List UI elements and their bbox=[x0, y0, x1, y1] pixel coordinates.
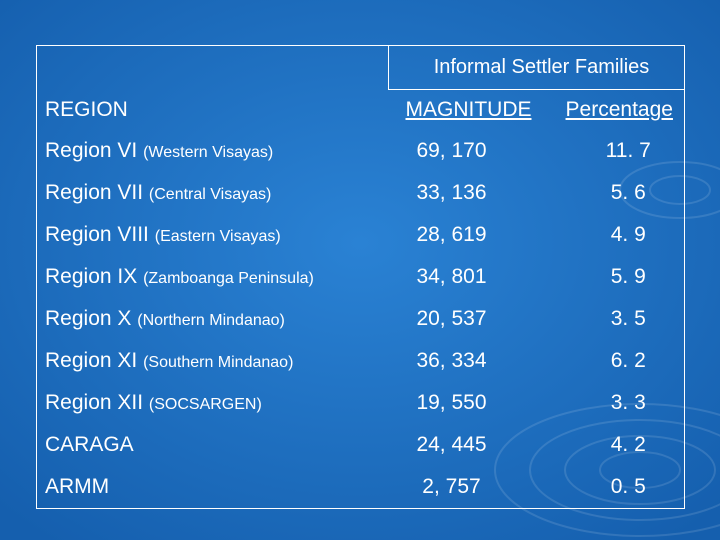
percentage-cell: 5. 6 bbox=[548, 172, 685, 214]
percentage-cell: 3. 5 bbox=[548, 298, 685, 340]
region-detail: (SOCSARGEN) bbox=[148, 396, 262, 413]
region-cell: Region VIII (Eastern Visayas) bbox=[36, 214, 389, 256]
group-header-row: Informal Settler Families bbox=[36, 45, 685, 90]
magnitude-cell: 33, 136 bbox=[416, 181, 487, 204]
settler-families-table: Informal Settler Families REGION MAGNITU… bbox=[36, 45, 685, 509]
region-name: ARMM bbox=[45, 475, 110, 498]
region-cell: ARMM bbox=[36, 466, 389, 509]
percentage-cell: 3. 3 bbox=[548, 382, 685, 424]
region-detail: (Northern Mindanao) bbox=[137, 312, 285, 329]
region-cell: Region XII (SOCSARGEN) bbox=[36, 382, 389, 424]
magnitude-cell: 19, 550 bbox=[416, 391, 487, 414]
table-row: CARAGA 24, 445 4. 2 bbox=[36, 424, 685, 466]
percentage-header: Percentage bbox=[548, 89, 685, 130]
table-row: ARMM 2, 757 0. 5 bbox=[36, 466, 685, 509]
region-detail: (Western Visayas) bbox=[143, 144, 274, 161]
region-cell: Region IX (Zamboanga Peninsula) bbox=[36, 256, 389, 298]
magnitude-cell: 36, 334 bbox=[416, 349, 487, 372]
percentage-cell: 4. 2 bbox=[548, 424, 685, 466]
table-row: Region VII (Central Visayas) 33, 136 5. … bbox=[36, 172, 685, 214]
region-cell: CARAGA bbox=[36, 424, 389, 466]
blank-header-cell bbox=[36, 45, 389, 90]
region-name: CARAGA bbox=[45, 433, 134, 456]
region-cell: Region VII (Central Visayas) bbox=[36, 172, 389, 214]
region-cell: Region VI (Western Visayas) bbox=[36, 130, 389, 172]
region-detail: (Zamboanga Peninsula) bbox=[143, 270, 314, 287]
percentage-cell: 4. 9 bbox=[548, 214, 685, 256]
region-header: REGION bbox=[36, 89, 389, 130]
region-name: Region IX bbox=[45, 265, 138, 288]
region-cell: Region X (Northern Mindanao) bbox=[36, 298, 389, 340]
group-header: Informal Settler Families bbox=[388, 45, 685, 90]
region-name: Region X bbox=[45, 307, 132, 330]
table-row: Region VIII (Eastern Visayas) 28, 619 4.… bbox=[36, 214, 685, 256]
magnitude-cell: 34, 801 bbox=[416, 265, 487, 288]
region-detail: (Central Visayas) bbox=[148, 186, 272, 203]
percentage-cell: 11. 7 bbox=[548, 130, 685, 172]
region-name: Region VII bbox=[45, 181, 144, 204]
region-name: Region XII bbox=[45, 391, 144, 414]
percentage-cell: 5. 9 bbox=[548, 256, 685, 298]
region-name: Region XI bbox=[45, 349, 138, 372]
magnitude-cell: 28, 619 bbox=[416, 223, 487, 246]
column-header-row: REGION MAGNITUDE Percentage bbox=[36, 89, 685, 130]
table-row: Region VI (Western Visayas) 69, 170 11. … bbox=[36, 130, 685, 172]
region-detail: (Southern Mindanao) bbox=[143, 354, 294, 371]
region-cell: Region XI (Southern Mindanao) bbox=[36, 340, 389, 382]
magnitude-cell: 20, 537 bbox=[416, 307, 487, 330]
region-detail: (Eastern Visayas) bbox=[154, 228, 281, 245]
table-row: Region XI (Southern Mindanao) 36, 334 6.… bbox=[36, 340, 685, 382]
percentage-cell: 6. 2 bbox=[548, 340, 685, 382]
table-row: Region IX (Zamboanga Peninsula) 34, 801 … bbox=[36, 256, 685, 298]
percentage-cell: 0. 5 bbox=[548, 466, 685, 509]
magnitude-cell: 2, 757 bbox=[388, 466, 549, 509]
magnitude-cell: 24, 445 bbox=[416, 433, 487, 456]
table-row: Region XII (SOCSARGEN) 19, 550 3. 3 bbox=[36, 382, 685, 424]
magnitude-cell: 69, 170 bbox=[416, 139, 487, 162]
magnitude-header: MAGNITUDE bbox=[405, 98, 532, 121]
region-name: Region VI bbox=[45, 139, 138, 162]
table-row: Region X (Northern Mindanao) 20, 537 3. … bbox=[36, 298, 685, 340]
region-name: Region VIII bbox=[45, 223, 149, 246]
